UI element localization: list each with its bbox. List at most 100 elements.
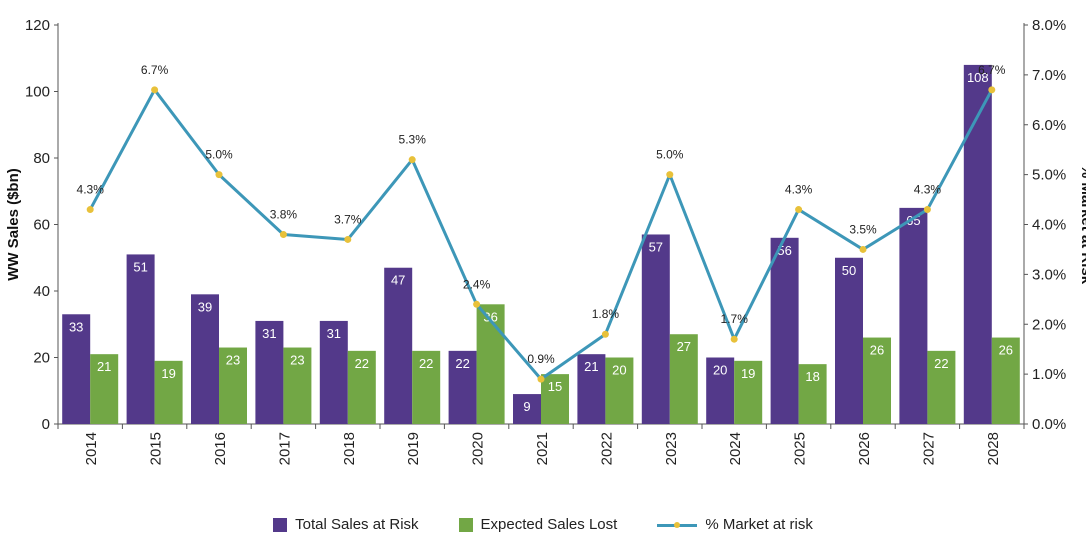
point-market-at-risk (151, 86, 159, 94)
x-tick-label: 2015 (148, 432, 165, 465)
right-y-axis-title: % Market at Risk (1078, 165, 1086, 285)
bar-expected-sales-lost (283, 347, 312, 424)
point-label-market-at-risk: 3.5% (849, 222, 877, 236)
bar-value-label-total-sales-at-risk: 20 (713, 363, 727, 378)
left-y-tick-label: 80 (33, 150, 50, 167)
bar-total-sales-at-risk (62, 314, 91, 424)
point-market-at-risk (666, 171, 674, 179)
point-label-market-at-risk: 4.3% (785, 183, 813, 197)
bar-value-label-total-sales-at-risk: 21 (584, 359, 598, 374)
right-y-tick-label: 7.0% (1032, 67, 1066, 84)
right-y-tick-label: 1.0% (1032, 366, 1066, 383)
bar-expected-sales-lost (927, 350, 956, 424)
bar-value-label-total-sales-at-risk: 31 (262, 326, 276, 341)
point-market-at-risk (859, 245, 867, 253)
x-tick-label: 2027 (920, 432, 937, 465)
x-tick-label: 2014 (83, 432, 100, 465)
point-label-market-at-risk: 6.7% (978, 63, 1006, 77)
x-tick-label: 2025 (792, 432, 809, 465)
x-tick-label: 2022 (598, 432, 615, 465)
bar-total-sales-at-risk (255, 320, 284, 424)
point-market-at-risk (923, 206, 931, 214)
right-y-tick-label: 2.0% (1032, 316, 1066, 333)
bar-value-label-total-sales-at-risk: 51 (133, 259, 147, 274)
bar-value-label-total-sales-at-risk: 33 (69, 319, 83, 334)
x-tick-label: 2026 (856, 432, 873, 465)
right-y-tick-label: 5.0% (1032, 167, 1066, 184)
x-tick-label: 2028 (985, 432, 1002, 465)
left-y-tick-label: 40 (33, 283, 50, 300)
legend-swatch-market-at-risk (657, 518, 698, 532)
bar-value-label-total-sales-at-risk: 39 (198, 299, 212, 314)
bar-value-label-expected-sales-lost: 27 (677, 339, 691, 354)
bar-value-label-expected-sales-lost: 20 (612, 363, 626, 378)
bar-value-label-expected-sales-lost: 19 (741, 366, 755, 381)
bar-value-label-expected-sales-lost: 36 (483, 309, 497, 324)
point-label-market-at-risk: 3.8% (270, 207, 298, 221)
bar-total-sales-at-risk (126, 254, 155, 424)
left-y-tick-label: 60 (33, 217, 50, 234)
bar-expected-sales-lost (90, 354, 119, 424)
bar-expected-sales-lost (412, 350, 441, 424)
point-label-market-at-risk: 5.0% (656, 148, 684, 162)
left-y-tick-label: 100 (25, 84, 50, 101)
x-tick-label: 2024 (727, 432, 744, 465)
point-label-market-at-risk: 1.7% (721, 312, 749, 326)
legend-swatch-total-sales-at-risk (273, 517, 288, 532)
point-label-market-at-risk: 4.3% (77, 183, 105, 197)
bar-expected-sales-lost (541, 374, 569, 424)
bar-expected-sales-lost (863, 337, 891, 424)
bar-total-sales-at-risk (899, 207, 928, 424)
left-y-axis-title: WW Sales ($bn) (5, 168, 22, 281)
point-market-at-risk (537, 375, 545, 383)
bar-value-label-expected-sales-lost: 26 (870, 343, 884, 358)
bar-total-sales-at-risk (706, 357, 735, 424)
right-y-tick-label: 8.0% (1032, 17, 1066, 34)
bar-expected-sales-lost (991, 337, 1020, 424)
legend-item-expected-sales-lost: Expected Sales Lost (458, 516, 617, 533)
point-market-at-risk (215, 171, 223, 179)
left-y-tick-label: 120 (25, 17, 50, 34)
bar-total-sales-at-risk (191, 294, 219, 424)
bar-value-label-total-sales-at-risk: 108 (967, 70, 989, 85)
bar-total-sales-at-risk (513, 394, 541, 424)
bar-total-sales-at-risk (577, 354, 606, 424)
point-label-market-at-risk: 2.4% (463, 277, 491, 291)
point-label-market-at-risk: 3.7% (334, 212, 362, 226)
point-label-market-at-risk: 0.9% (527, 352, 555, 366)
bar-value-label-expected-sales-lost: 15 (548, 379, 562, 394)
point-market-at-risk (988, 86, 996, 94)
bar-total-sales-at-risk (835, 257, 863, 424)
right-y-tick-label: 3.0% (1032, 266, 1066, 283)
bar-total-sales-at-risk (963, 64, 992, 425)
bar-total-sales-at-risk (319, 320, 348, 424)
x-tick-label: 2021 (534, 432, 551, 465)
bar-value-label-total-sales-at-risk: 31 (327, 326, 341, 341)
bar-value-label-expected-sales-lost: 21 (97, 359, 111, 374)
bar-expected-sales-lost (219, 347, 247, 424)
right-y-tick-label: 0.0% (1032, 416, 1066, 433)
bar-value-label-total-sales-at-risk: 57 (649, 239, 663, 254)
right-y-tick-label: 4.0% (1032, 217, 1066, 234)
bar-value-label-expected-sales-lost: 19 (161, 366, 175, 381)
bar-value-label-total-sales-at-risk: 9 (523, 399, 530, 414)
point-market-at-risk (408, 156, 416, 164)
left-y-tick-label: 20 (33, 350, 50, 367)
bar-expected-sales-lost (798, 364, 827, 424)
bar-value-label-total-sales-at-risk: 22 (455, 356, 469, 371)
point-label-market-at-risk: 5.3% (399, 133, 427, 147)
bar-value-label-expected-sales-lost: 26 (999, 343, 1013, 358)
bar-expected-sales-lost (476, 304, 505, 424)
point-label-market-at-risk: 6.7% (141, 63, 169, 77)
x-tick-label: 2017 (276, 432, 293, 465)
chart-legend: Total Sales at Risk Expected Sales Lost … (0, 516, 1086, 533)
x-tick-label: 2023 (663, 432, 680, 465)
bar-value-label-total-sales-at-risk: 50 (842, 263, 856, 278)
bar-value-label-expected-sales-lost: 18 (805, 369, 819, 384)
x-tick-label: 2016 (212, 432, 229, 465)
point-market-at-risk (279, 230, 287, 238)
bar-expected-sales-lost (347, 350, 376, 424)
point-market-at-risk (86, 206, 94, 214)
legend-swatch-expected-sales-lost (458, 517, 473, 532)
x-tick-label: 2020 (470, 432, 487, 465)
